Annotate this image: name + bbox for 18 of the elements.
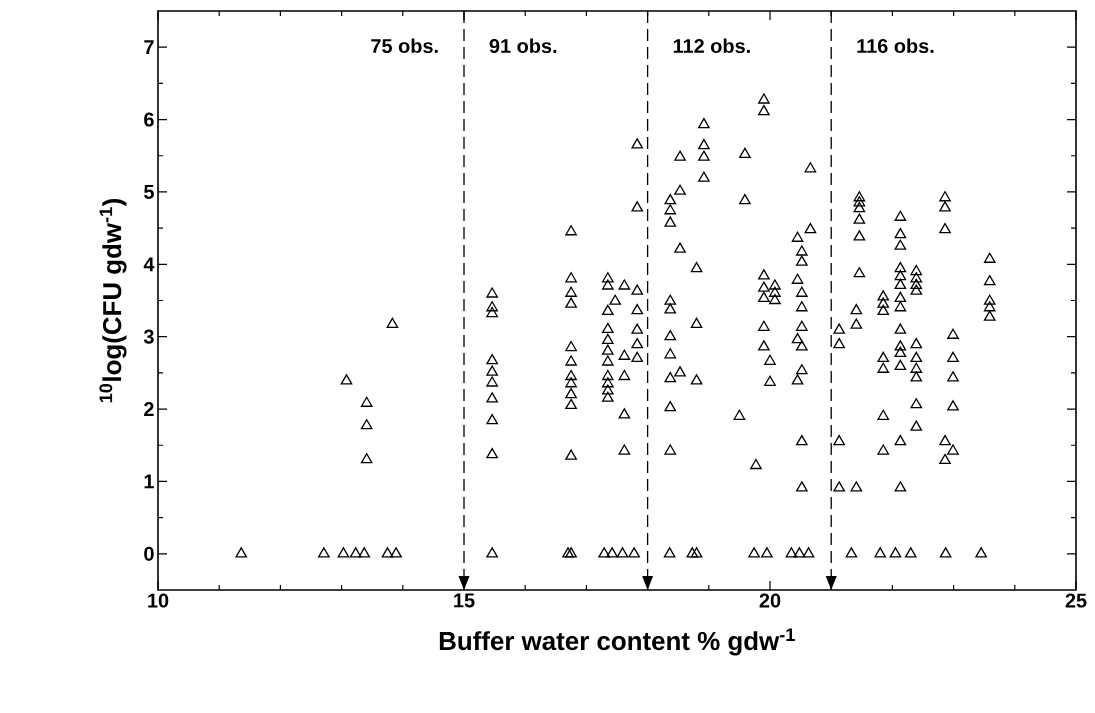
y-tick-label: 5 bbox=[144, 184, 154, 199]
y-tick-label: 0 bbox=[144, 546, 154, 561]
y-tick-label: 1 bbox=[144, 474, 154, 489]
y-tick-label: 3 bbox=[143, 329, 154, 344]
y-tick-label: 2 bbox=[144, 402, 154, 417]
annotation: 75 obs. bbox=[371, 38, 438, 54]
x-axis-title: Buffer water content % gdw$^{-1}$ bbox=[439, 628, 795, 656]
x-tick-label: 15 bbox=[454, 593, 475, 608]
y-axis-title: $^{10}$log(CFU gdw$^{-1}$) bbox=[99, 198, 127, 403]
x-tick-label: 20 bbox=[759, 593, 781, 608]
y-tick-label: 7 bbox=[144, 40, 154, 55]
x-tick-label: 25 bbox=[1065, 593, 1087, 608]
x-tick-label: 10 bbox=[148, 593, 169, 608]
annotation: 91 obs. bbox=[489, 38, 557, 54]
y-tick-label: 4 bbox=[143, 257, 155, 272]
y-tick-label: 6 bbox=[144, 112, 154, 127]
annotation: 116 obs. bbox=[857, 38, 934, 54]
annotation: 112 obs. bbox=[673, 38, 750, 54]
